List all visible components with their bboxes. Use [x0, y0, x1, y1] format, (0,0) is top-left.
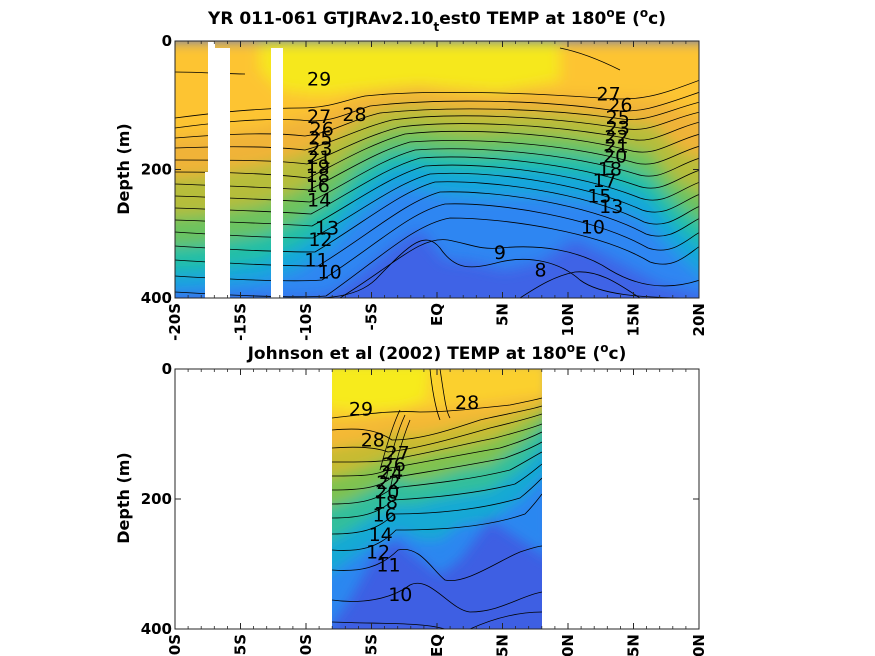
- panel-model-title: YR 011-061 GTJRAv2.10test0 TEMP at 180oE…: [207, 6, 666, 34]
- missing-data-bands: [205, 42, 283, 298]
- contour-label: 20: [375, 482, 399, 504]
- contour-label: 11: [304, 250, 328, 272]
- x-tick-label: 10N: [559, 303, 577, 336]
- x-tick-label: 5N: [494, 634, 512, 656]
- contour-label: 25: [606, 107, 630, 129]
- contour-label: 10: [388, 584, 412, 606]
- contour-label: 8: [534, 259, 546, 281]
- contour-label: 28: [455, 392, 479, 414]
- x-tick-label: -15S: [232, 303, 250, 341]
- x-tick-label: -10S: [297, 634, 315, 656]
- contour-label: 28: [342, 104, 366, 126]
- x-tick-label: EQ: [428, 634, 446, 656]
- contour-label: 21: [604, 135, 628, 157]
- x-tick-label: EQ: [428, 303, 446, 326]
- contour-label: 10: [317, 261, 341, 283]
- x-tick-label: 20N: [690, 634, 708, 656]
- contour-label: 29: [307, 69, 331, 91]
- x-tick-label: 15N: [625, 634, 643, 656]
- x-tick-label: 5N: [494, 303, 512, 326]
- contour-label: 22: [376, 472, 400, 494]
- contour-label: 11: [376, 554, 400, 576]
- panel-model-ylabel: Depth (m): [114, 123, 133, 215]
- y-tick-label: 200: [141, 161, 172, 179]
- x-tick-label: 15N: [625, 303, 643, 336]
- panel-obs-ylabel: Depth (m): [114, 452, 133, 544]
- contour-label: 18: [306, 165, 330, 187]
- x-tick-label: -10S: [297, 303, 315, 341]
- x-tick-label: 20N: [690, 303, 708, 336]
- contour-label: 15: [587, 185, 611, 207]
- contour-label: 14: [307, 189, 331, 211]
- y-tick-label: 200: [141, 490, 172, 508]
- contour-label: 25: [308, 128, 332, 150]
- contour-label: 27: [597, 83, 621, 105]
- panel-model-field: [175, 41, 699, 298]
- panel-model-axes: -20S -15S -10S -5S EQ 5N 10N 15N 20N 0 200 400: [141, 32, 708, 341]
- contour-label: 28: [361, 430, 385, 452]
- contour-label: 12: [308, 229, 332, 251]
- x-tick-label: -20S: [166, 634, 184, 656]
- panel-model-contour-labels: 2928272625232119181614131211109827262523…: [304, 69, 632, 284]
- panel-obs-field: [332, 369, 542, 629]
- panel-obs: Johnson et al (2002) TEMP at 180oE (oc): [114, 341, 708, 656]
- contour-label: 27: [307, 106, 331, 128]
- contour-label: 22: [604, 126, 628, 148]
- contour-label: 27: [386, 443, 410, 465]
- contour-label: 20: [603, 146, 627, 168]
- contour-label: 16: [306, 175, 330, 197]
- contour-label: 13: [599, 196, 623, 218]
- contour-label: 26: [608, 94, 632, 116]
- y-tick-label: 400: [141, 620, 172, 638]
- contour-label: 14: [369, 524, 393, 546]
- x-tick-label: -5S: [363, 303, 381, 330]
- contour-label: 16: [373, 504, 397, 526]
- panel-obs-title: Johnson et al (2002) TEMP at 180oE (oc): [247, 341, 627, 364]
- contour-label: 13: [315, 218, 339, 240]
- x-tick-label: -15S: [232, 634, 250, 656]
- contour-label: 29: [349, 398, 373, 420]
- contour-label: 19: [306, 156, 330, 178]
- contour-label: 18: [374, 491, 398, 513]
- x-tick-label: 10N: [559, 634, 577, 656]
- panel-model: YR 011-061 GTJRAv2.10test0 TEMP at 180oE…: [114, 6, 708, 341]
- contour-label: 18: [598, 159, 622, 181]
- contour-label: 21: [307, 147, 331, 169]
- y-tick-label: 0: [162, 32, 172, 50]
- contour-label: 10: [581, 216, 605, 238]
- contour-label: 24: [379, 462, 403, 484]
- y-tick-label: 0: [162, 360, 172, 378]
- contour-label: 23: [606, 117, 630, 139]
- contour-label: 23: [308, 138, 332, 160]
- contour-label: 12: [366, 541, 390, 563]
- contour-label: 26: [382, 454, 406, 476]
- y-tick-label: 400: [141, 289, 172, 307]
- panel-obs-axes: -20S -15S -10S -5S EQ 5N 10N 15N 20N 0 200 400: [141, 360, 708, 656]
- x-tick-label: -5S: [363, 634, 381, 656]
- x-tick-label: -20S: [166, 303, 184, 341]
- contour-label: 9: [494, 242, 506, 264]
- contour-label: 26: [310, 119, 334, 141]
- contour-label: 17: [593, 170, 617, 192]
